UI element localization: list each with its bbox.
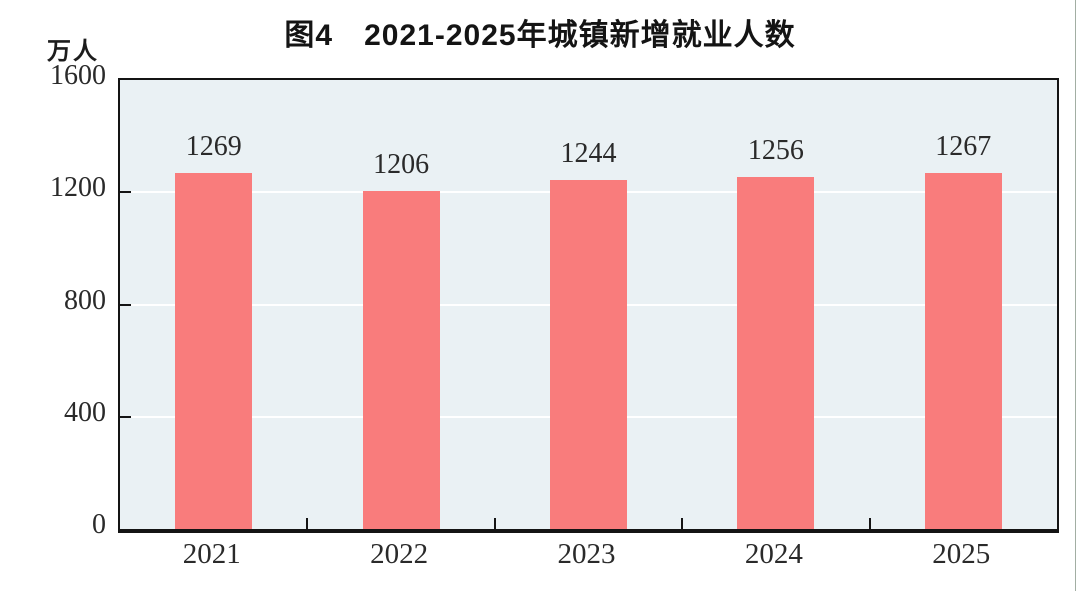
y-tick-label-0: 0 (92, 509, 106, 540)
bar-value-2024: 1256 (747, 134, 804, 166)
bar-value-2022: 1206 (373, 148, 430, 180)
x-axis-tick-1 (306, 518, 309, 529)
bar-2025 (924, 173, 1002, 529)
bar-value-2021: 1269 (185, 130, 242, 162)
x-tick-label-2021: 2021 (182, 538, 241, 570)
y-tick-label-400: 400 (64, 396, 106, 428)
y-axis-tick-800 (120, 303, 131, 306)
x-axis-tick-2 (493, 518, 496, 529)
x-tick-label-2025: 2025 (932, 538, 991, 570)
y-tick-label-800: 800 (64, 284, 106, 316)
x-axis-tick-3 (681, 518, 684, 529)
bar-2021 (175, 172, 253, 529)
y-axis-unit-label: 万人 (47, 38, 99, 65)
bar-value-2023: 1244 (560, 137, 617, 169)
plot-area: 1269 1206 1244 1256 1267 (118, 78, 1059, 533)
page-edge-line (1075, 0, 1076, 591)
x-tick-label-2023: 2023 (557, 538, 616, 570)
x-tick-label-2024: 2024 (744, 538, 803, 570)
x-tick-label-2022: 2022 (370, 538, 429, 570)
y-axis-tick-1200 (120, 191, 131, 194)
x-axis-tick-4 (868, 518, 871, 529)
bar-value-2025: 1267 (935, 131, 992, 163)
bar-2022 (362, 190, 440, 529)
y-tick-label-1200: 1200 (50, 172, 106, 204)
y-tick-label-1600: 1600 (50, 60, 106, 91)
bar-2024 (737, 176, 815, 529)
bar-2023 (550, 179, 627, 529)
chart-title: 图4 2021-2025年城镇新增就业人数 (284, 19, 796, 52)
y-axis-tick-400 (120, 415, 131, 418)
